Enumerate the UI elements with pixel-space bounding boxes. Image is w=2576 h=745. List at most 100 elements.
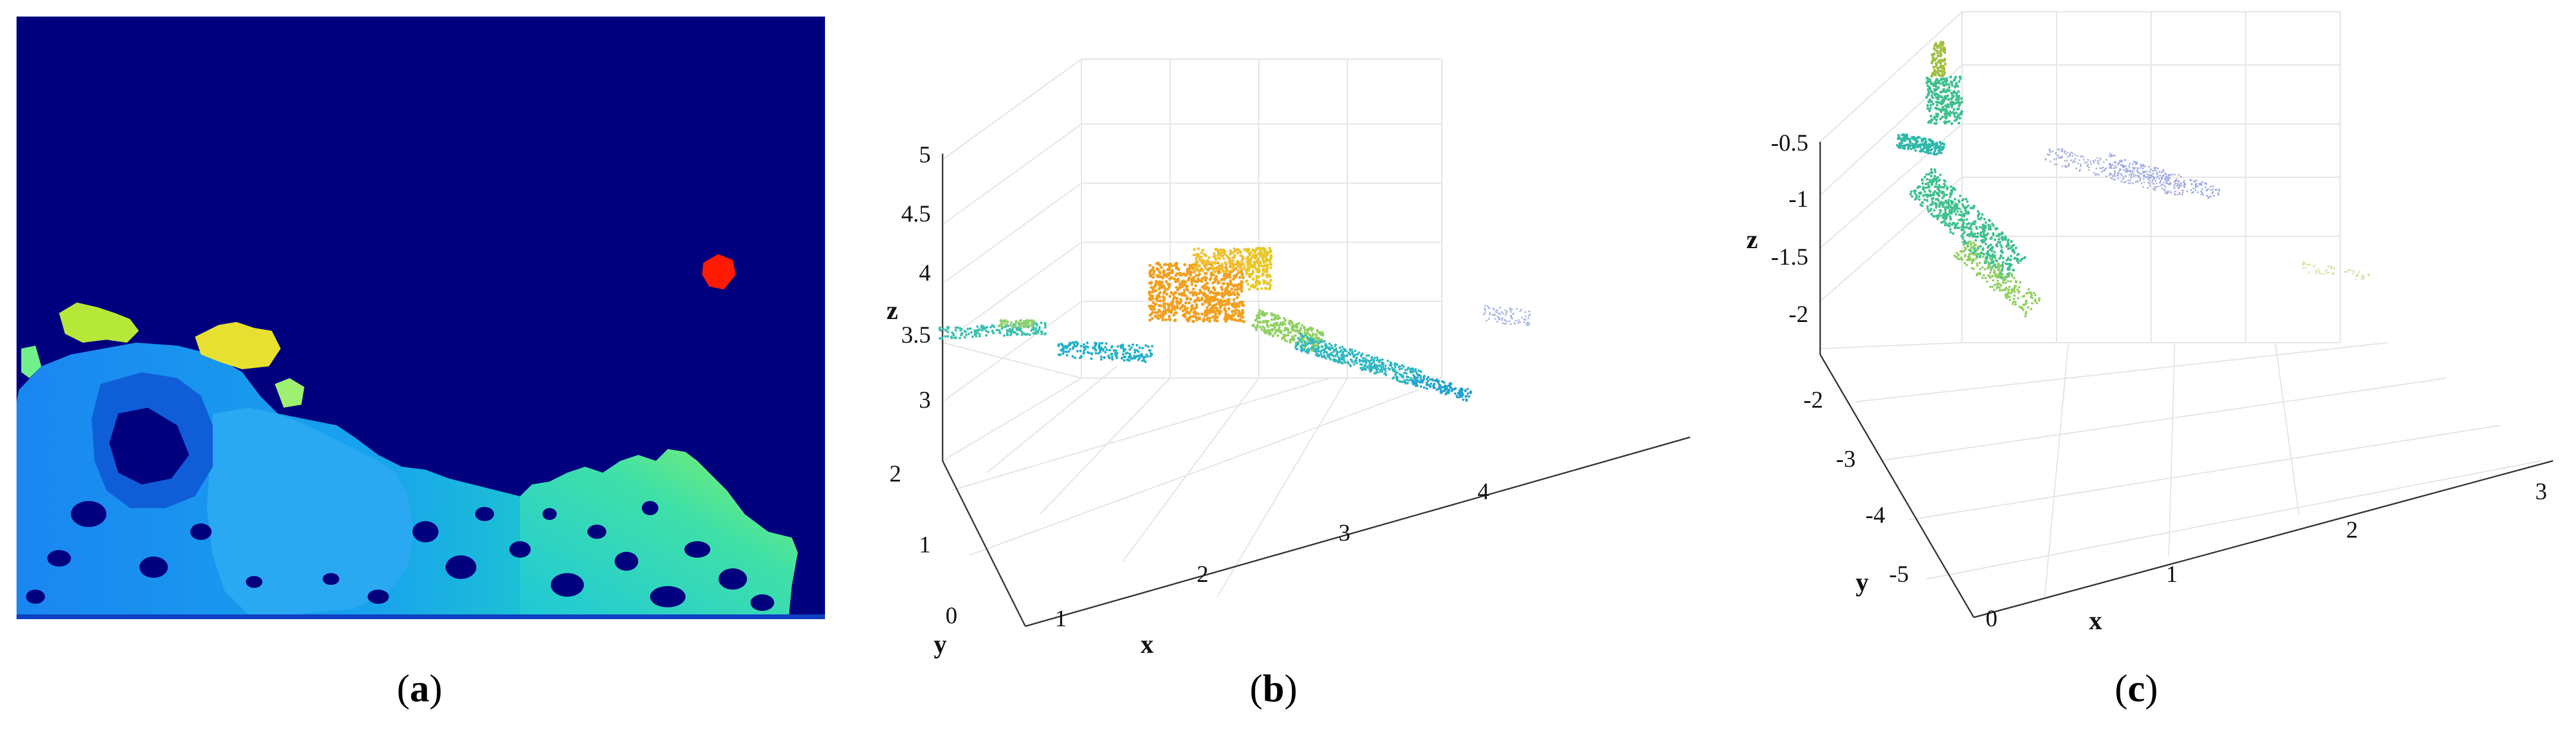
cloud-point	[1992, 279, 1994, 282]
cloud-point	[2083, 158, 2085, 161]
cloud-point	[2113, 178, 2114, 181]
cloud-point	[1939, 54, 1942, 57]
cloud-point	[2055, 158, 2058, 160]
cloud-point	[2013, 298, 2016, 301]
cloud-point	[1509, 323, 1512, 326]
cloud-point	[1428, 378, 1431, 381]
cloud-point	[946, 335, 950, 338]
cloud-point	[2200, 193, 2203, 196]
cloud-point	[1013, 331, 1016, 334]
cloud-point	[1326, 351, 1328, 354]
cloud-point	[1151, 266, 1155, 269]
cloud-point	[1392, 376, 1395, 379]
cloud-point	[1211, 286, 1216, 289]
cloud-point	[1308, 333, 1311, 336]
cloud-point	[2201, 191, 2204, 194]
cloud-point	[1038, 326, 1041, 329]
cloud-point	[1942, 77, 1945, 81]
cloud-point	[1926, 107, 1929, 110]
cloud-point	[2097, 161, 2099, 164]
cloud-point	[1188, 291, 1192, 294]
cloud-point	[1488, 307, 1490, 309]
cloud-point	[2217, 188, 2220, 191]
cloud-point	[2181, 193, 2184, 196]
cloud-point	[1958, 77, 1962, 80]
cloud-point	[2351, 273, 2354, 275]
cloud-point	[1202, 317, 1206, 321]
cloud-point	[1947, 86, 1951, 89]
cloud-point	[1128, 344, 1131, 347]
cloud-point	[2052, 150, 2054, 152]
cloud-point	[1288, 323, 1291, 326]
cloud-point	[1438, 383, 1441, 386]
cloud-point	[1265, 266, 1269, 270]
cloud-point	[1343, 348, 1346, 351]
cloud-point	[1226, 256, 1230, 259]
cloud-point	[1263, 248, 1266, 251]
cloud-point	[1358, 359, 1361, 362]
cloud-point	[1502, 322, 1504, 324]
cloud-point	[969, 327, 972, 330]
cloud-point	[1927, 183, 1929, 186]
cloud-point	[2095, 168, 2097, 170]
cloud-point	[1159, 266, 1163, 269]
cloud-point	[2168, 183, 2171, 186]
cloud-point	[1151, 353, 1154, 356]
cloud-point	[1929, 115, 1932, 118]
cloud-point	[1931, 73, 1934, 76]
cloud-point	[1249, 259, 1252, 263]
cloud-point	[1060, 349, 1063, 352]
cloud-point	[2142, 178, 2145, 180]
cloud-point	[2130, 182, 2132, 184]
cloud-point	[1157, 308, 1161, 312]
cloud-point	[1168, 304, 1171, 307]
cloud-point	[1207, 256, 1211, 259]
cloud-point	[1189, 273, 1193, 276]
cloud-point	[1195, 260, 1198, 263]
cloud-point	[2161, 187, 2163, 190]
cloud-point	[1979, 245, 1982, 248]
cloud-point	[1351, 353, 1354, 356]
cloud-point	[1938, 44, 1941, 48]
cloud-point	[1266, 328, 1270, 331]
cloud-point	[1973, 232, 1976, 235]
cloud-point	[1258, 309, 1261, 312]
cloud-point	[1918, 136, 1921, 139]
cloud-point	[2132, 173, 2135, 175]
cloud-point	[1198, 264, 1201, 268]
cloud-point	[1332, 354, 1335, 357]
cloud-point	[1209, 317, 1212, 320]
cloud-point	[1405, 375, 1408, 378]
cloud-point	[1187, 301, 1191, 305]
cloud-point	[1964, 247, 1967, 250]
cloud-point	[2152, 188, 2155, 190]
cloud-point	[2121, 160, 2123, 161]
cloud-point	[1940, 142, 1944, 145]
cloud-point	[1942, 213, 1945, 216]
cloud-point	[1166, 288, 1170, 291]
cloud-point	[2074, 161, 2076, 163]
cloud-point	[1287, 331, 1290, 334]
cloud-point	[1932, 66, 1935, 69]
cloud-point	[1140, 353, 1143, 356]
cloud-point	[1282, 322, 1285, 326]
cloud-point	[2126, 170, 2129, 172]
cloud-point	[2067, 165, 2069, 167]
cloud-point	[2133, 161, 2135, 163]
cloud-point	[1396, 371, 1399, 374]
cloud-point	[1934, 64, 1938, 68]
cloud-point	[1323, 355, 1326, 358]
cloud-point	[1934, 202, 1938, 205]
cloud-point	[1154, 279, 1158, 283]
cloud-point	[1999, 270, 2002, 273]
cloud-point	[2013, 285, 2016, 287]
cloud-point	[1917, 144, 1920, 147]
cloud-point	[1266, 331, 1269, 334]
cloud-point	[1031, 328, 1034, 331]
cloud-point	[1222, 274, 1226, 278]
cloud-point	[1990, 257, 1993, 260]
cloud-point	[1334, 343, 1337, 346]
cloud-point	[1317, 340, 1320, 343]
cloud-point	[1519, 321, 1521, 324]
cloud-point	[1378, 359, 1380, 362]
